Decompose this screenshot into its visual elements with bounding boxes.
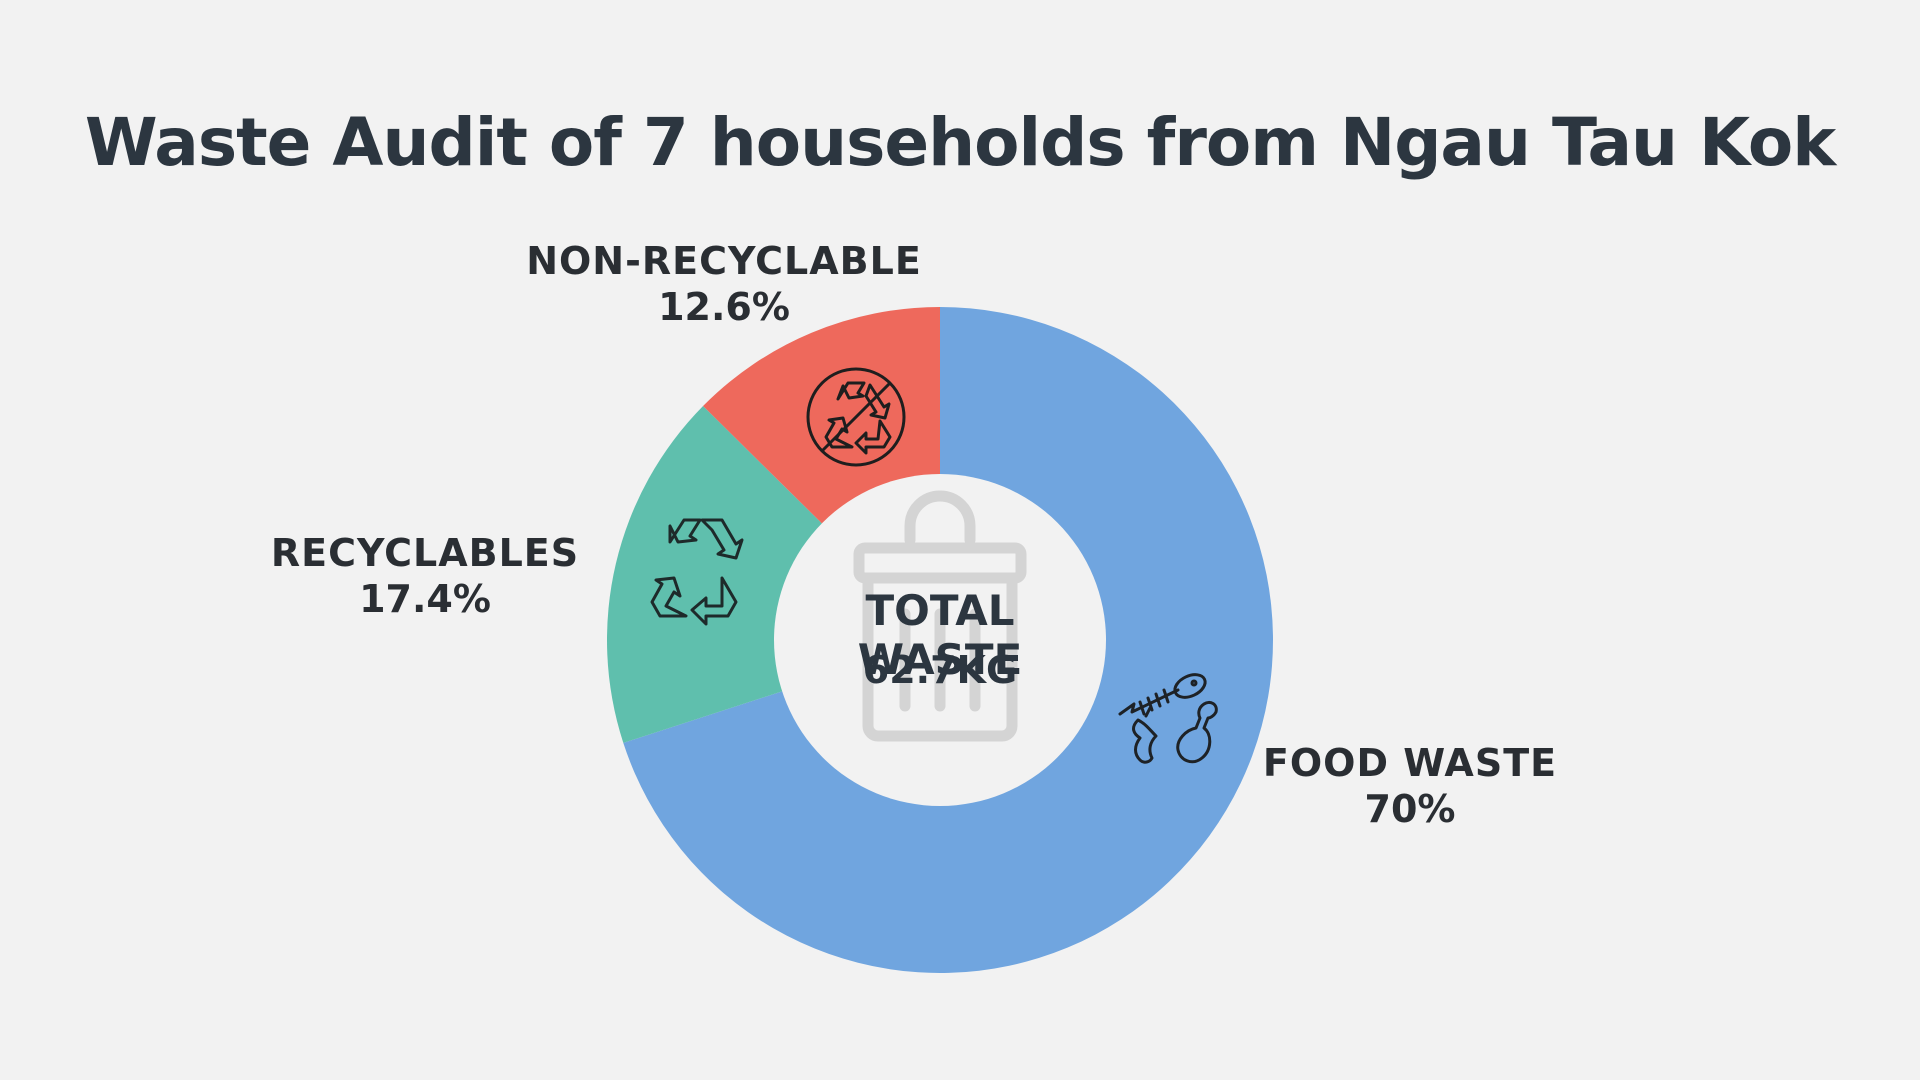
slice-percent: 12.6% (658, 285, 790, 329)
slice-percent: 70% (1364, 787, 1456, 831)
chart-title: Waste Audit of 7 households from Ngau Ta… (84, 104, 1836, 181)
slice-label-recyclables: RECYCLABLES 17.4% (250, 530, 600, 622)
slice-name: RECYCLABLES (270, 531, 580, 575)
total-waste-value: 62.7KG (862, 648, 1018, 692)
no-recycle-icon (806, 367, 906, 467)
slice-percent: 17.4% (359, 577, 491, 621)
slice-name: NON-RECYCLABLE (526, 239, 922, 283)
trash-can-icon (853, 490, 1027, 742)
total-waste-label: TOTAL WASTE (857, 586, 1023, 684)
slice-label-non-recyclable: NON-RECYCLABLE 12.6% (504, 238, 944, 330)
recycle-icon (650, 518, 744, 626)
food-scraps-icon (1118, 673, 1218, 764)
slice-label-food-waste: FOOD WASTE 70% (1240, 740, 1580, 832)
slice-name: FOOD WASTE (1262, 741, 1558, 785)
